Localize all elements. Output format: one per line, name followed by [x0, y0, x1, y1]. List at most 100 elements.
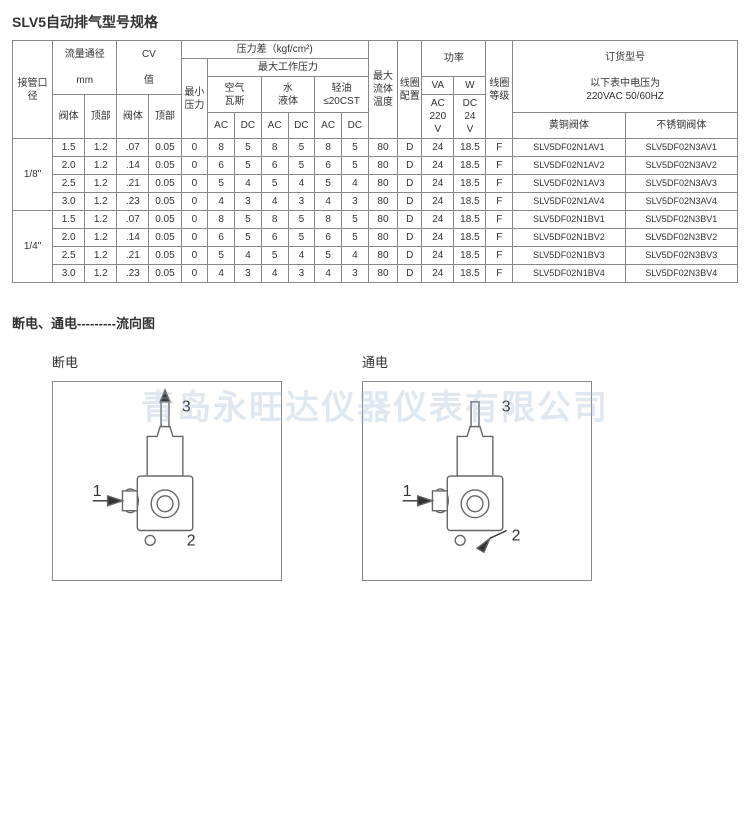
table-row: 1/4"1.51.2.070.05085858580D2418.5FSLV5DF… — [13, 211, 738, 229]
cell: 8 — [261, 139, 288, 157]
h-pdiff: 压力差（kgf/cm²) — [181, 41, 368, 59]
cell: 4 — [235, 247, 262, 265]
h-model: 订货型号以下表中电压为 220VAC 50/60HZ — [513, 41, 738, 113]
cell: 8 — [261, 211, 288, 229]
cell: 1.2 — [85, 211, 117, 229]
cell: 1.2 — [85, 265, 117, 283]
table-row: 3.01.2.230.05043434380D2418.5FSLV5DF02N1… — [13, 193, 738, 211]
cell: 0.05 — [149, 193, 181, 211]
cell: 5 — [288, 211, 315, 229]
cell: 18.5 — [454, 175, 486, 193]
cell: 0.05 — [149, 139, 181, 157]
cell: 0 — [181, 157, 208, 175]
cell: 4 — [342, 175, 369, 193]
h-ac3: AC — [315, 113, 342, 139]
cell: 80 — [368, 193, 397, 211]
cell: 5 — [261, 175, 288, 193]
cell: 0 — [181, 139, 208, 157]
cell: 5 — [315, 247, 342, 265]
svg-text:3: 3 — [182, 399, 191, 416]
svg-text:1: 1 — [93, 483, 102, 500]
diagram-label-off: 断电 — [52, 352, 302, 371]
cell: 4 — [208, 265, 235, 283]
flow-diagrams: 断电 1 2 3 通电 — [12, 352, 738, 584]
cell: 1.2 — [85, 247, 117, 265]
cell: 80 — [368, 139, 397, 157]
cell-model: SLV5DF02N3AV4 — [625, 193, 737, 211]
cell: 80 — [368, 247, 397, 265]
cell: 24 — [422, 211, 454, 229]
cell: 80 — [368, 229, 397, 247]
cell: 18.5 — [454, 157, 486, 175]
cell: 4 — [288, 175, 315, 193]
table-row: 2.51.2.210.05054545480D2418.5FSLV5DF02N1… — [13, 247, 738, 265]
cell: 18.5 — [454, 229, 486, 247]
cell: 5 — [235, 229, 262, 247]
cell: 18.5 — [454, 247, 486, 265]
cell: 1.2 — [85, 139, 117, 157]
cell: D — [398, 157, 422, 175]
cell-model: SLV5DF02N3BV2 — [625, 229, 737, 247]
cell: 2.0 — [53, 229, 85, 247]
cell: 5 — [315, 175, 342, 193]
h-ac2: AC — [261, 113, 288, 139]
cell: 0.05 — [149, 229, 181, 247]
cell-model: SLV5DF02N3BV1 — [625, 211, 737, 229]
cell: 3.0 — [53, 193, 85, 211]
cell: 5 — [288, 139, 315, 157]
cell-port: 1/8" — [13, 139, 53, 211]
cell: 1.5 — [53, 211, 85, 229]
h-air: 空气 瓦斯 — [208, 77, 262, 113]
cell: 4 — [342, 247, 369, 265]
table-row: 2.01.2.140.05065656580D2418.5FSLV5DF02N1… — [13, 229, 738, 247]
h-brass: 黄铜阀体 — [513, 113, 625, 139]
cell: 80 — [368, 265, 397, 283]
h-w: W — [454, 77, 486, 95]
cell: 5 — [235, 139, 262, 157]
cell: 0.05 — [149, 157, 181, 175]
cell: D — [398, 139, 422, 157]
svg-text:1: 1 — [403, 483, 412, 500]
cell-model: SLV5DF02N1AV2 — [513, 157, 625, 175]
cell: 3 — [342, 193, 369, 211]
cell: 2.5 — [53, 175, 85, 193]
cell: 0 — [181, 211, 208, 229]
diagram-power-off: 断电 1 2 3 — [52, 352, 302, 584]
cell: 1.2 — [85, 157, 117, 175]
cell: 1.5 — [53, 139, 85, 157]
cell: F — [486, 193, 513, 211]
cell: D — [398, 247, 422, 265]
cell: D — [398, 175, 422, 193]
cell: 24 — [422, 265, 454, 283]
cell: F — [486, 139, 513, 157]
h-top2: 顶部 — [149, 95, 181, 139]
cell: 80 — [368, 157, 397, 175]
page-title: SLV5自动排气型号规格 — [12, 12, 738, 32]
cell: 8 — [315, 139, 342, 157]
cell: 8 — [208, 139, 235, 157]
h-power: 功率 — [422, 41, 486, 77]
cell: 6 — [261, 157, 288, 175]
cell: F — [486, 211, 513, 229]
cell: D — [398, 211, 422, 229]
cell: 0.05 — [149, 211, 181, 229]
cell: 2.5 — [53, 247, 85, 265]
svg-text:2: 2 — [187, 532, 196, 549]
cell: 8 — [208, 211, 235, 229]
cell: 3 — [342, 265, 369, 283]
cell: 0 — [181, 247, 208, 265]
svg-text:3: 3 — [502, 399, 511, 416]
cell: 3 — [235, 193, 262, 211]
cell: 1.2 — [85, 229, 117, 247]
cell: .14 — [117, 157, 149, 175]
cell: 5 — [342, 139, 369, 157]
cell: 6 — [208, 157, 235, 175]
cell: 8 — [315, 211, 342, 229]
cell-model: SLV5DF02N1BV1 — [513, 211, 625, 229]
cell: 4 — [315, 265, 342, 283]
cell: 0.05 — [149, 247, 181, 265]
cell: 24 — [422, 229, 454, 247]
spec-table: 接管口径 流量通径mm CV值 压力差（kgf/cm²) 最大流体温度 线圈配置… — [12, 40, 738, 283]
cell: 24 — [422, 139, 454, 157]
cell: 3 — [288, 193, 315, 211]
